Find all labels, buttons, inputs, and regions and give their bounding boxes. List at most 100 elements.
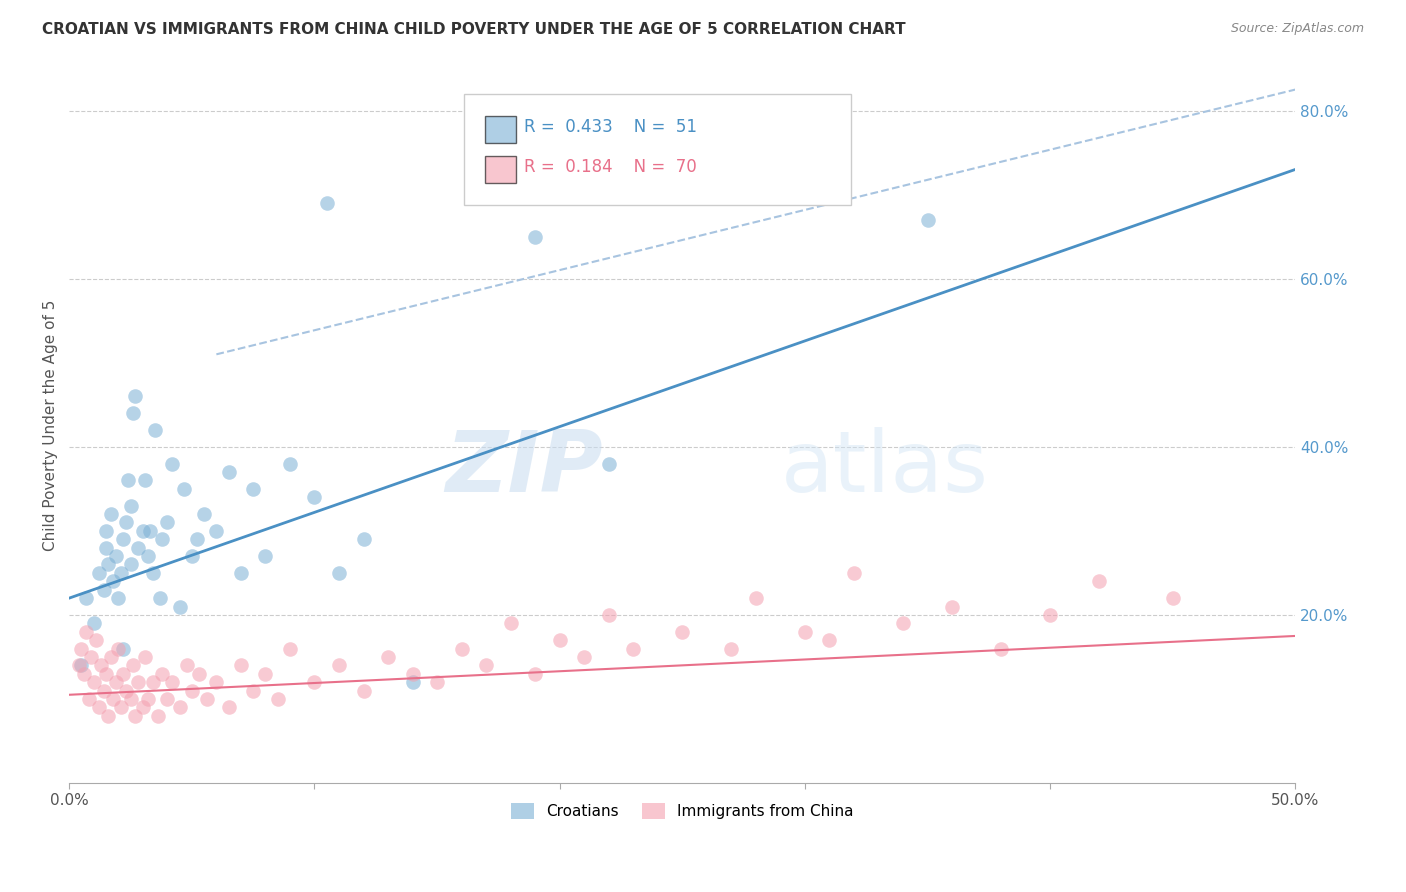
Point (120, 692, 142, 706)
Point (315, 196, 337, 211)
Point (160, 675, 183, 690)
Text: R =  0.433    N =  51: R = 0.433 N = 51 (524, 118, 697, 136)
Point (205, 675, 228, 690)
Point (97, 558, 120, 572)
Point (353, 683, 375, 698)
Point (67, 658, 90, 673)
Point (114, 683, 136, 698)
Point (990, 641, 1012, 656)
Point (548, 633, 571, 648)
Point (401, 675, 423, 690)
Point (120, 499, 142, 513)
Point (186, 533, 208, 547)
Legend: Croatians, Immigrants from China: Croatians, Immigrants from China (505, 797, 859, 825)
Point (124, 708, 146, 723)
Point (156, 516, 179, 530)
Point (598, 457, 620, 471)
Point (524, 666, 547, 681)
Point (450, 641, 472, 656)
Point (720, 641, 742, 656)
Point (100, 507, 122, 521)
Point (84, 633, 107, 648)
Point (218, 700, 240, 714)
Point (117, 474, 139, 488)
Point (745, 591, 768, 606)
Point (401, 666, 423, 681)
Point (103, 692, 125, 706)
Point (107, 591, 129, 606)
Point (169, 700, 191, 714)
Point (120, 558, 142, 572)
Point (93, 683, 115, 698)
Point (112, 641, 135, 656)
Point (1088, 574, 1111, 589)
Point (70, 658, 93, 673)
Point (136, 692, 159, 706)
Point (97, 708, 120, 723)
Point (195, 692, 218, 706)
Point (499, 616, 522, 631)
Point (267, 692, 290, 706)
Point (160, 457, 183, 471)
Point (87, 566, 110, 580)
Point (114, 516, 136, 530)
Point (188, 666, 211, 681)
Point (176, 658, 198, 673)
Point (377, 649, 399, 664)
Point (134, 649, 156, 664)
Point (621, 641, 644, 656)
Point (127, 541, 149, 555)
Point (100, 649, 122, 664)
Point (328, 658, 350, 673)
Point (917, 212, 939, 227)
Point (146, 708, 169, 723)
Point (142, 675, 165, 690)
Point (94, 524, 117, 538)
Point (1039, 607, 1062, 622)
Point (524, 229, 547, 244)
Point (139, 524, 162, 538)
Point (75, 624, 97, 639)
Point (304, 490, 326, 504)
Point (229, 566, 252, 580)
Point (127, 675, 149, 690)
Point (104, 549, 127, 563)
Point (152, 533, 174, 547)
Point (80, 649, 103, 664)
Point (180, 549, 202, 563)
Point (205, 524, 228, 538)
Point (132, 700, 155, 714)
Point (93, 582, 115, 597)
Point (83, 616, 105, 631)
Point (173, 482, 195, 496)
Point (132, 524, 155, 538)
Point (87, 700, 110, 714)
Point (112, 666, 135, 681)
Point (180, 683, 202, 698)
Point (83, 675, 105, 690)
Point (122, 406, 145, 420)
Point (94, 666, 117, 681)
Point (143, 423, 166, 437)
Point (426, 675, 449, 690)
Point (112, 533, 135, 547)
Point (278, 641, 301, 656)
Point (142, 566, 165, 580)
Point (110, 566, 132, 580)
Point (169, 599, 191, 614)
Point (149, 591, 172, 606)
Point (90, 658, 112, 673)
Point (842, 566, 865, 580)
Point (328, 566, 350, 580)
Point (671, 624, 693, 639)
Point (475, 658, 498, 673)
Point (70, 641, 93, 656)
Y-axis label: Child Poverty Under the Age of 5: Child Poverty Under the Age of 5 (44, 300, 58, 551)
Point (73, 666, 96, 681)
Point (818, 633, 841, 648)
Point (794, 624, 817, 639)
Text: R =  0.184    N =  70: R = 0.184 N = 70 (524, 158, 697, 176)
Point (278, 457, 301, 471)
Point (136, 549, 159, 563)
Point (107, 641, 129, 656)
